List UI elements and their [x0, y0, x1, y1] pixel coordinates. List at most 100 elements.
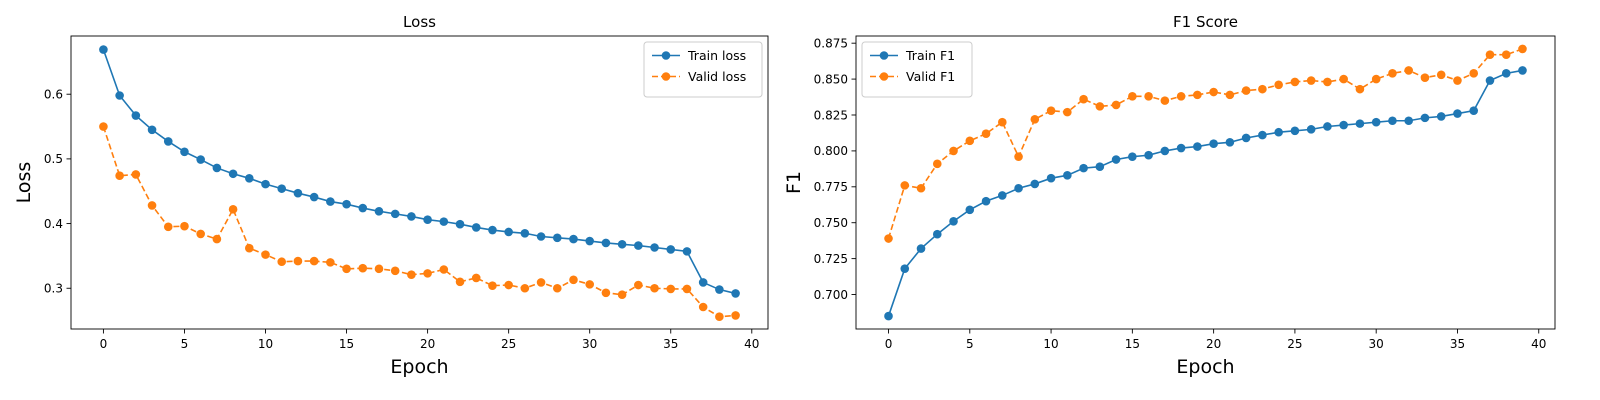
data-point [1063, 107, 1072, 117]
data-point [390, 209, 400, 219]
data-point [504, 280, 513, 290]
data-point [1323, 77, 1332, 87]
chart-title: Loss [403, 13, 436, 31]
data-point [1436, 112, 1446, 121]
data-point [601, 288, 611, 298]
data-point [536, 232, 546, 241]
data-point [698, 302, 708, 312]
data-point [731, 289, 740, 298]
x-tick-label: 35 [1450, 337, 1465, 351]
data-point [196, 155, 205, 164]
data-point [1501, 50, 1511, 59]
data-point [407, 212, 416, 221]
data-point [1371, 74, 1381, 84]
data-point [131, 170, 141, 179]
data-point [374, 264, 384, 274]
y-tick-label: 0.3 [44, 282, 63, 296]
data-point [147, 125, 157, 135]
data-point [1209, 139, 1218, 149]
data-point [1176, 143, 1186, 153]
x-tick-label: 40 [744, 337, 759, 351]
data-point [916, 183, 926, 193]
data-point [455, 219, 465, 229]
series-line [887, 69, 1523, 317]
x-tick-label: 15 [1125, 337, 1140, 351]
data-point [1193, 142, 1202, 151]
data-point [163, 222, 173, 232]
x-tick-label: 30 [1369, 337, 1384, 351]
data-point [1290, 77, 1300, 87]
data-point [1420, 73, 1430, 82]
x-tick-label: 25 [1287, 337, 1302, 351]
data-point [488, 281, 497, 290]
data-point [228, 169, 238, 179]
data-point [471, 273, 481, 283]
data-point [1404, 116, 1413, 126]
data-point [949, 146, 958, 156]
data-point [1274, 127, 1283, 137]
data-point [552, 283, 562, 293]
data-point [1388, 69, 1397, 78]
data-point [358, 203, 368, 213]
data-point [1485, 50, 1495, 59]
data-point [569, 275, 578, 285]
data-point [228, 205, 238, 214]
x-tick-label: 0 [885, 337, 893, 351]
legend-label: Valid loss [688, 69, 746, 84]
x-tick-label: 5 [181, 337, 189, 351]
data-point [569, 234, 578, 244]
series-line [102, 49, 736, 295]
data-point [916, 244, 926, 253]
y-tick-label: 0.825 [814, 108, 848, 122]
data-point [731, 311, 740, 320]
data-point [666, 284, 676, 294]
y-tick-label: 0.775 [814, 180, 848, 194]
data-point [585, 236, 594, 246]
data-point [884, 234, 893, 243]
data-point [1079, 94, 1088, 104]
data-point [293, 256, 303, 266]
data-point [115, 91, 124, 100]
data-point [1323, 122, 1332, 131]
data-point [981, 196, 991, 206]
legend-label: Valid F1 [906, 69, 955, 84]
data-point [1355, 84, 1365, 94]
data-point [261, 250, 270, 259]
data-point [1111, 155, 1121, 164]
data-point [1095, 102, 1105, 111]
data-point [439, 217, 449, 226]
x-axis-label: Epoch [390, 356, 448, 378]
data-point [504, 227, 513, 237]
data-point [932, 159, 942, 169]
data-point [309, 192, 319, 202]
data-point [309, 256, 319, 266]
data-point [634, 280, 643, 290]
legend-marker [879, 72, 889, 81]
data-point [1355, 119, 1365, 128]
data-point [650, 283, 659, 293]
legend-marker [661, 51, 671, 60]
data-point [488, 225, 497, 235]
data-point [998, 117, 1007, 127]
chart-0: Loss 0 5 10 15 20 25 30 35 40 0.3 0.4 0.5 0.6 Epoch Los… [13, 13, 769, 378]
data-point [1014, 152, 1023, 161]
legend-label: Train loss [687, 48, 746, 63]
data-point [163, 137, 173, 146]
data-point [1501, 69, 1511, 78]
data-point [1046, 106, 1056, 115]
data-point [1306, 125, 1316, 134]
series-valid-f1 [884, 44, 1527, 243]
x-axis-label: Epoch [1176, 356, 1234, 378]
data-point [1241, 86, 1251, 95]
data-point [1176, 92, 1186, 101]
data-point [196, 229, 205, 239]
legend: Train F1 Valid F1 [861, 41, 973, 98]
data-point [1063, 171, 1072, 180]
x-tick-label: 25 [501, 337, 516, 351]
data-point [884, 311, 893, 321]
data-point [180, 221, 189, 231]
data-point [617, 239, 627, 249]
series-train-f1 [884, 66, 1527, 321]
data-point [1339, 74, 1348, 84]
axes-frame [855, 35, 1556, 330]
